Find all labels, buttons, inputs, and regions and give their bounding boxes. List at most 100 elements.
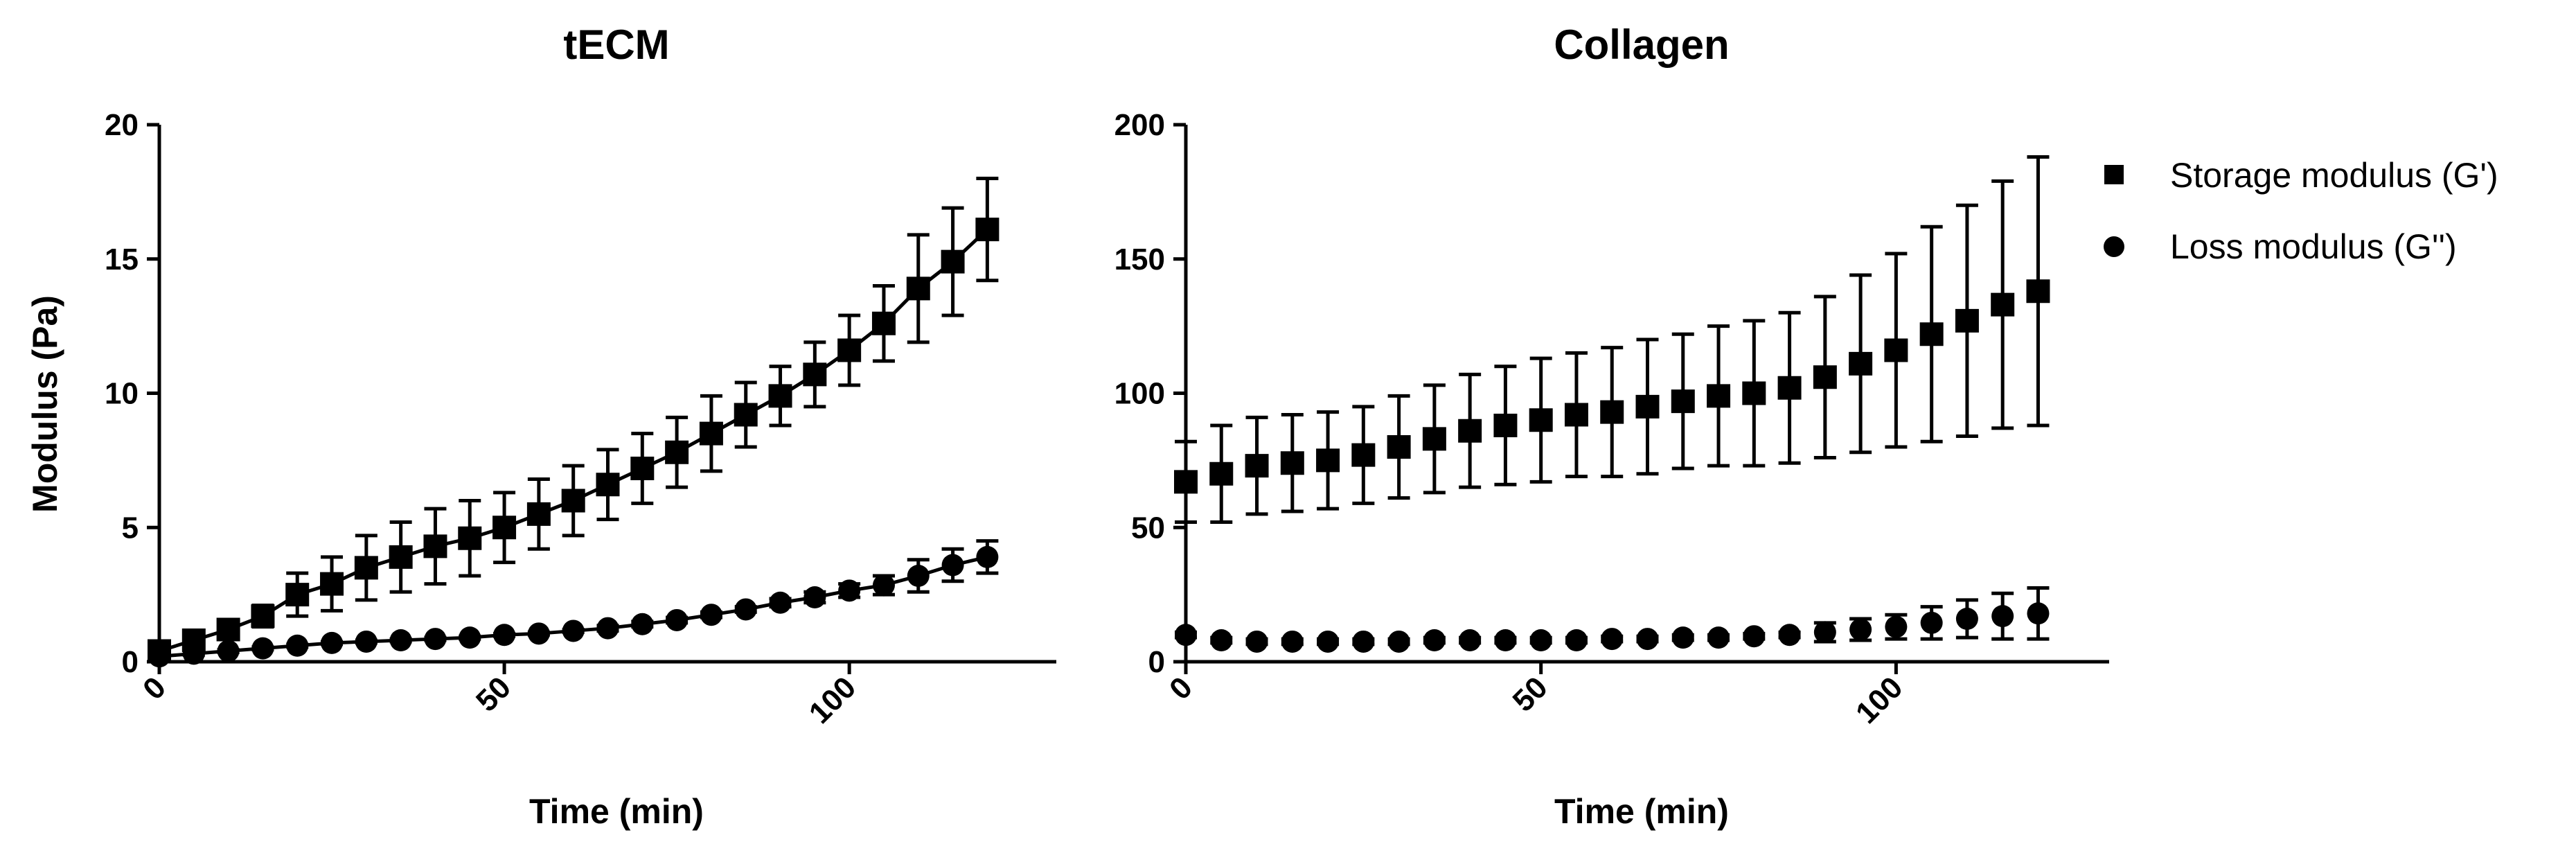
tecm-loss-point [217,640,240,662]
collagen-storage-point [1351,443,1376,467]
collagen-loss-point [1778,624,1801,647]
collagen-loss-point [1317,630,1340,653]
tecm-storage-point [665,440,689,464]
tecm-loss-point [562,619,585,642]
collagen-storage-point [1174,470,1198,494]
tecm-xlabel: Time (min) [529,792,704,831]
collagen-storage-point [1707,384,1731,408]
collagen-loss-point [1849,618,1872,641]
tecm-x-tick-label: 0 [136,670,172,706]
collagen-x-tick-label: 50 [1507,670,1554,718]
collagen-loss-point [1707,626,1730,649]
tecm-storage-point [251,604,275,628]
collagen-y-tick-label: 100 [1114,377,1165,411]
collagen-storage-point [1742,381,1766,405]
tecm-storage-point [320,572,344,596]
collagen-loss-point [1671,626,1694,649]
legend-square-marker [2104,165,2124,184]
tecm-storage-point [837,338,862,362]
tecm-storage-point [630,457,655,480]
collagen-loss-point [2027,602,2050,625]
collagen-y-tick-label: 150 [1114,243,1165,276]
tecm-loss-point [459,626,481,649]
tecm-storage-point [768,384,792,408]
tecm-ylabel: Modulus (Pa) [26,295,64,513]
collagen-storage-point [1635,394,1660,419]
collagen-loss-point [1494,629,1517,651]
collagen-y-tick-label: 200 [1114,108,1165,142]
collagen-loss-point [1529,629,1552,651]
tecm-y-tick-label: 0 [122,645,139,679]
collagen-loss-point [1991,605,2014,628]
tecm-loss-point [424,628,447,651]
tecm-y-tick-label: 5 [122,511,139,545]
tecm-loss-point [666,608,689,631]
tecm-loss-point [493,624,516,647]
tecm-loss-point [700,604,722,626]
collagen-loss-point [1459,629,1482,651]
tecm-storage-point [389,545,413,569]
tecm-x-tick-label: 100 [803,670,863,730]
tecm-storage-point [734,403,758,427]
tecm-storage-point [596,473,620,497]
tecm-loss-point [907,565,930,587]
collagen-storage-point [1600,400,1624,424]
collagen-storage-point [1245,454,1269,478]
tecm-loss-point [148,645,170,668]
tecm-x-tick-label: 50 [470,670,517,718]
collagen-storage-point [1529,408,1553,432]
collagen-storage-point [1884,338,1908,362]
collagen-loss-point [1423,629,1446,651]
collagen-storage-point [1422,427,1446,451]
tecm-loss-point [355,630,377,653]
collagen-loss-point [1565,629,1588,651]
tecm-storage-point [699,421,723,446]
tecm-storage-point [975,218,1000,242]
legend-label-loss: Loss modulus (G'') [2170,227,2457,266]
collagen-storage-point [1493,414,1518,437]
tecm-loss-point [389,629,412,651]
tecm-loss-point [321,631,344,654]
tecm-title: tECM [563,21,669,68]
tecm-y-tick-label: 15 [105,243,139,276]
collagen-storage-point [1209,461,1234,486]
tecm-loss-point [803,586,826,608]
legend: Storage modulus (G') Loss modulus (G'') [2104,156,2498,266]
tecm-storage-point [216,617,240,642]
collagen-storage-point [1458,419,1482,443]
tecm-storage-point [354,556,378,580]
collagen-loss-point [1245,630,1268,653]
collagen-x-tick-label: 100 [1849,670,1910,730]
collagen-storage-point [1919,322,1944,346]
tecm-storage-point [492,516,517,540]
tecm-storage-point [458,526,482,550]
collagen-panel: Collagen Time (min) 0 50 100 150 200 0 50 100 [1114,21,2109,831]
collagen-storage-point [1777,376,1802,400]
tecm-loss-point [769,591,792,614]
tecm-loss-point [976,545,999,568]
tecm-storage-point [906,276,930,301]
legend-circle-marker [2104,236,2124,257]
tecm-loss-point [596,617,619,640]
collagen-loss-point [1281,630,1304,653]
tecm-loss-point [631,613,654,635]
tecm-y-tick-label: 10 [105,377,139,411]
collagen-xlabel: Time (min) [1554,792,1729,831]
tecm-y-tick-label: 20 [105,108,139,142]
collagen-storage-point [1991,292,2015,317]
tecm-loss-point [251,637,274,660]
collagen-loss-point [1387,630,1410,653]
collagen-storage-point [2026,279,2050,304]
collagen-loss-point [1813,621,1836,644]
tecm-loss-point [286,634,309,657]
tecm-storage-point [803,362,827,387]
collagen-loss-point [1175,624,1197,647]
tecm-loss-point [941,554,964,577]
tecm-loss-point [734,598,757,621]
collagen-loss-point [1743,625,1766,648]
tecm-storage-point [526,502,551,526]
tecm-storage-point [423,534,447,559]
tecm-loss-point [838,579,861,602]
collagen-loss-point [1920,611,1943,634]
